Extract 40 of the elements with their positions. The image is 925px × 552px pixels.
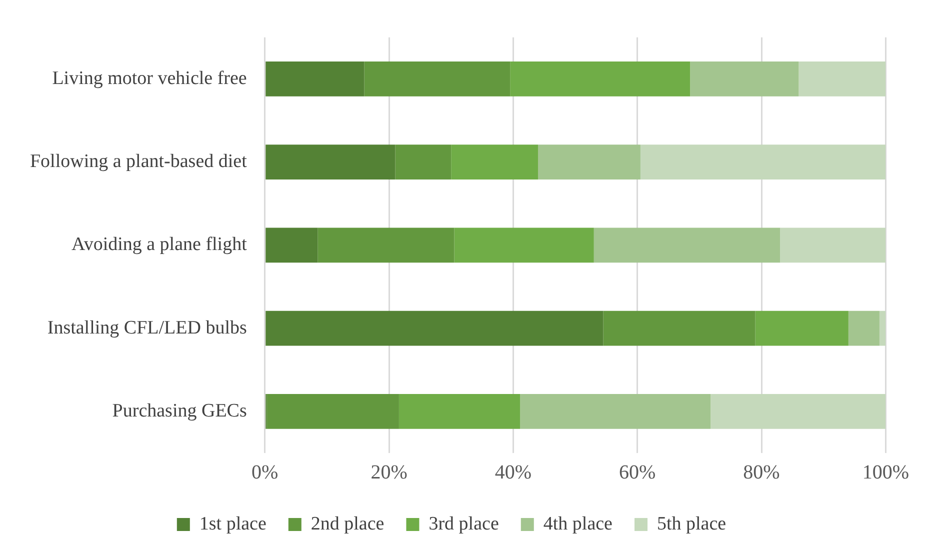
- bar: [454, 228, 594, 263]
- y-tick-label: Following a plant-based diet: [30, 151, 248, 172]
- y-tick-label: Installing CFL/LED bulbs: [47, 317, 247, 338]
- bar: [266, 310, 604, 346]
- legend-label: 3rd place: [428, 513, 499, 534]
- bar: [848, 310, 880, 346]
- x-tick-label: 60%: [619, 461, 656, 484]
- bar: [451, 144, 538, 180]
- x-tick-label: 0%: [252, 461, 278, 484]
- bar: [364, 62, 510, 96]
- legend-label: 5th place: [656, 513, 726, 534]
- bar: [318, 228, 454, 263]
- y-tick-label: Living motor vehicle free: [52, 68, 247, 89]
- x-tick-label: 20%: [370, 461, 408, 484]
- legend-label: 2nd place: [310, 513, 384, 534]
- bar: [879, 310, 886, 346]
- bar: [266, 62, 364, 96]
- x-tick-label: 100%: [862, 461, 910, 484]
- bar: [710, 394, 886, 429]
- x-tick-label: 40%: [494, 461, 532, 484]
- bar: [780, 228, 886, 263]
- x-tick-label: 80%: [743, 461, 780, 484]
- bar: [755, 310, 848, 346]
- legend-label: 1st place: [199, 513, 266, 534]
- bar: [603, 310, 756, 346]
- bar: [594, 228, 780, 263]
- bar: [266, 228, 318, 263]
- bar: [266, 144, 396, 180]
- bar: [398, 394, 520, 429]
- bar: [690, 62, 799, 96]
- y-tick-label: Avoiding a plane flight: [72, 234, 248, 256]
- bar: [266, 394, 399, 429]
- y-tick-label: Purchasing GECs: [112, 400, 247, 422]
- bar: [510, 62, 690, 96]
- bar: [640, 144, 886, 180]
- legend-label: 4th place: [543, 513, 612, 534]
- bar: [395, 144, 452, 180]
- bar: [538, 144, 640, 180]
- bar: [798, 62, 886, 96]
- bar: [520, 394, 711, 429]
